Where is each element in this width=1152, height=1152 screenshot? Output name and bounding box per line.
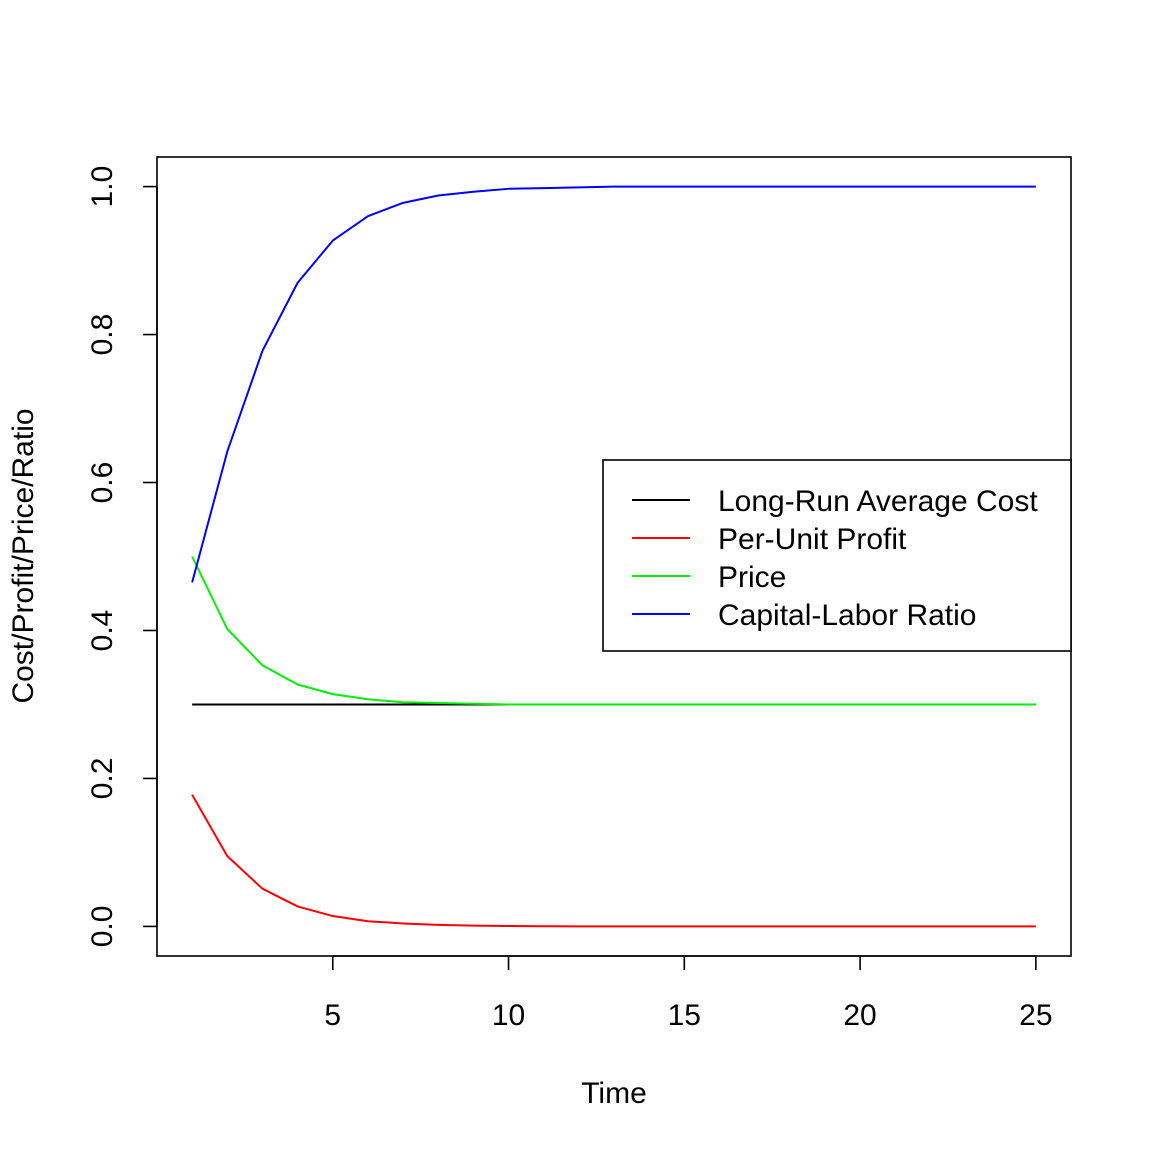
- x-axis: 5 10 15 20 25: [324, 955, 1053, 1032]
- x-tick-label: 5: [324, 999, 341, 1032]
- y-tick-label: 0.6: [86, 462, 119, 504]
- legend: Long-Run Average Cost Per-Unit Profit Pric…: [602, 459, 1072, 652]
- y-tick-label: 1.0: [86, 166, 119, 208]
- y-tick-label: 0.2: [86, 758, 119, 800]
- legend-items: Long-Run Average Cost Per-Unit Profit Pric…: [632, 485, 1038, 632]
- x-tick-label: 25: [1019, 999, 1052, 1032]
- legend-label-per-unit-profit: Per-Unit Profit: [718, 523, 907, 556]
- x-tick-label: 15: [668, 999, 701, 1032]
- legend-label-long-run-average-cost: Long-Run Average Cost: [718, 485, 1038, 518]
- legend-label-capital-labor-ratio: Capital-Labor Ratio: [718, 599, 976, 632]
- x-tick-label: 20: [843, 999, 876, 1032]
- x-axis-title: Time: [581, 1077, 647, 1110]
- x-tick-label: 10: [492, 999, 525, 1032]
- legend-label-price: Price: [718, 561, 786, 594]
- series-line-capital-labor-ratio: [191, 185, 1036, 583]
- y-tick-label: 0.0: [86, 906, 119, 948]
- y-axis-title: Cost/Profit/Price/Ratio: [7, 408, 40, 703]
- legend-box: [602, 459, 1072, 652]
- series-line-per-unit-profit: [191, 794, 1036, 928]
- y-tick-label: 0.4: [86, 610, 119, 652]
- series-line-price: [191, 556, 1036, 706]
- series-lines: [191, 185, 1036, 928]
- y-tick-label: 0.8: [86, 314, 119, 356]
